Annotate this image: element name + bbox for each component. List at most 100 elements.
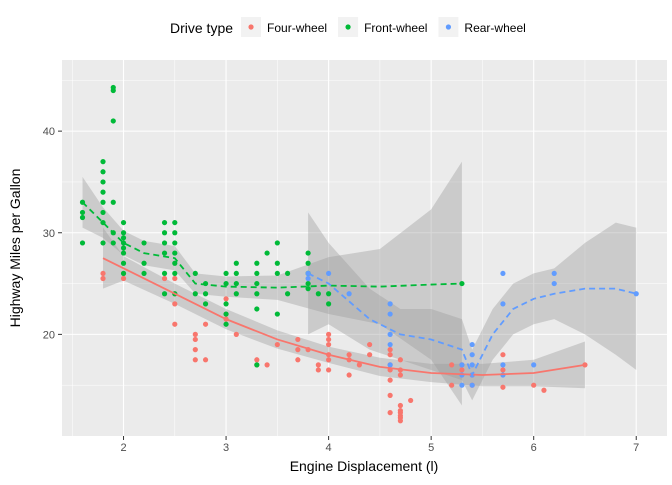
- point-four-wheel: [100, 270, 106, 277]
- x-tick-label: 4: [326, 442, 332, 454]
- data-points: [79, 84, 639, 424]
- point-four-wheel: [172, 301, 178, 307]
- legend-marker-front-wheel: [345, 24, 351, 30]
- point-four-wheel: [264, 362, 270, 368]
- point-four-wheel: [192, 331, 198, 337]
- point-front-wheel: [172, 230, 178, 236]
- point-four-wheel: [397, 418, 403, 424]
- point-rear-wheel: [500, 362, 506, 368]
- point-front-wheel: [305, 280, 311, 287]
- y-tick-label: 30: [43, 228, 55, 240]
- point-front-wheel: [274, 311, 280, 317]
- point-four-wheel: [326, 331, 332, 337]
- point-rear-wheel: [387, 362, 393, 368]
- point-front-wheel: [120, 250, 127, 256]
- legend-label-four-wheel: Four-wheel: [267, 21, 327, 35]
- point-four-wheel: [346, 372, 352, 378]
- point-front-wheel: [254, 306, 260, 312]
- legend-title: Drive type: [170, 20, 233, 36]
- point-rear-wheel: [326, 270, 332, 277]
- point-rear-wheel: [459, 382, 465, 388]
- x-tick-label: 7: [633, 442, 639, 454]
- point-front-wheel: [100, 179, 106, 185]
- point-front-wheel: [284, 291, 291, 297]
- point-rear-wheel: [469, 362, 475, 368]
- point-four-wheel: [500, 384, 506, 390]
- point-front-wheel: [305, 260, 311, 266]
- point-front-wheel: [110, 118, 116, 124]
- point-four-wheel: [397, 410, 403, 416]
- point-four-wheel: [192, 357, 198, 363]
- point-four-wheel: [449, 382, 455, 388]
- point-front-wheel: [120, 245, 127, 251]
- point-front-wheel: [100, 169, 106, 175]
- point-front-wheel: [254, 260, 260, 266]
- point-rear-wheel: [500, 270, 506, 277]
- point-four-wheel: [295, 357, 301, 363]
- x-axis-label: Engine Displacement (l): [290, 458, 439, 474]
- point-rear-wheel: [469, 382, 475, 388]
- point-front-wheel: [100, 240, 106, 246]
- smooth-line-rear-wheel: [307, 272, 637, 378]
- point-rear-wheel: [500, 301, 506, 307]
- point-four-wheel: [367, 341, 373, 348]
- point-front-wheel: [223, 321, 229, 327]
- confidence-band-front-wheel: [82, 161, 462, 406]
- point-four-wheel: [397, 357, 403, 363]
- point-four-wheel: [367, 352, 373, 358]
- point-rear-wheel: [531, 362, 537, 368]
- point-front-wheel: [305, 250, 311, 256]
- point-front-wheel: [305, 286, 311, 292]
- point-front-wheel: [110, 199, 116, 205]
- point-front-wheel: [264, 250, 270, 256]
- point-four-wheel: [346, 352, 352, 358]
- point-front-wheel: [120, 260, 127, 266]
- point-four-wheel: [202, 357, 209, 363]
- y-axis-ticks: 20 30 40: [43, 126, 62, 341]
- point-rear-wheel: [387, 311, 393, 317]
- point-front-wheel: [192, 270, 198, 277]
- point-front-wheel: [141, 240, 147, 246]
- point-four-wheel: [315, 367, 321, 373]
- point-four-wheel: [100, 275, 106, 282]
- point-front-wheel: [233, 291, 239, 297]
- point-rear-wheel: [387, 301, 393, 307]
- point-front-wheel: [223, 311, 229, 317]
- point-front-wheel: [172, 250, 178, 256]
- point-four-wheel: [192, 347, 198, 353]
- legend-label-rear-wheel: Rear-wheel: [464, 21, 525, 35]
- point-front-wheel: [120, 230, 127, 236]
- point-front-wheel: [161, 230, 168, 236]
- point-front-wheel: [233, 280, 239, 287]
- point-front-wheel: [161, 219, 168, 226]
- point-front-wheel: [254, 280, 260, 287]
- point-four-wheel: [397, 372, 403, 378]
- point-rear-wheel: [551, 280, 557, 287]
- x-tick-label: 5: [428, 442, 434, 454]
- point-rear-wheel: [551, 270, 557, 277]
- point-four-wheel: [397, 402, 403, 409]
- point-four-wheel: [192, 336, 198, 343]
- point-four-wheel: [500, 352, 506, 358]
- x-tick-label: 2: [120, 442, 126, 454]
- point-four-wheel: [274, 341, 280, 348]
- y-axis-label: Highway Miles per Gallon: [7, 169, 23, 328]
- point-front-wheel: [79, 240, 86, 246]
- point-rear-wheel: [469, 352, 475, 358]
- point-front-wheel: [274, 240, 280, 246]
- point-rear-wheel: [469, 341, 475, 348]
- point-front-wheel: [161, 250, 168, 256]
- x-tick-label: 3: [223, 442, 229, 454]
- point-front-wheel: [120, 235, 127, 241]
- point-four-wheel: [172, 275, 178, 282]
- point-four-wheel: [326, 357, 332, 363]
- plot-panel: [62, 60, 667, 436]
- point-front-wheel: [172, 270, 178, 277]
- point-front-wheel: [100, 159, 106, 165]
- point-front-wheel: [172, 219, 178, 226]
- point-front-wheel: [161, 240, 168, 246]
- point-rear-wheel: [459, 362, 465, 368]
- point-four-wheel: [500, 367, 506, 373]
- point-four-wheel: [459, 367, 465, 373]
